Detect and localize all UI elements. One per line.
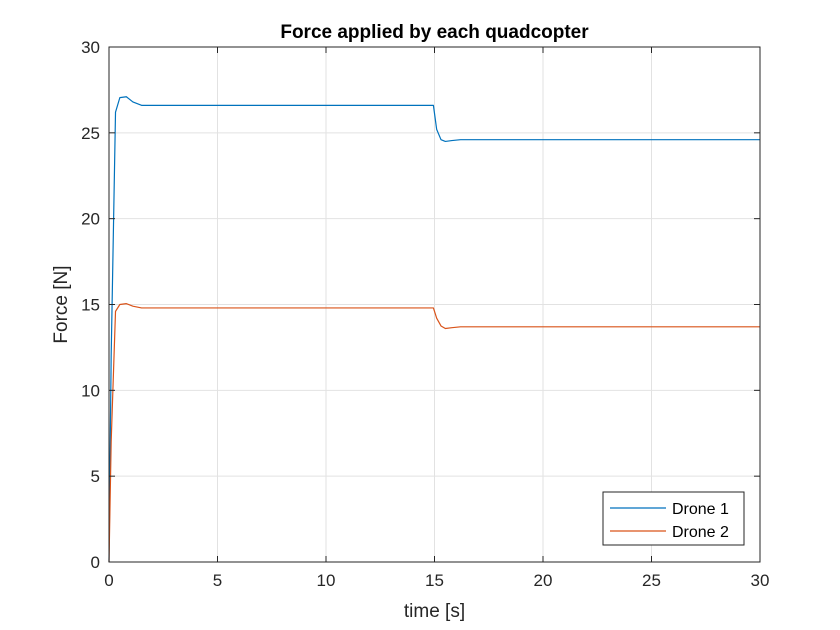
y-tick-label: 15 bbox=[81, 296, 100, 315]
y-tick-label: 0 bbox=[91, 553, 100, 572]
legend-label-drone-1: Drone 1 bbox=[672, 501, 729, 518]
x-tick-label: 15 bbox=[425, 571, 444, 590]
x-tick-label: 10 bbox=[317, 571, 336, 590]
y-tick-label: 5 bbox=[91, 467, 100, 486]
x-tick-label: 30 bbox=[751, 571, 770, 590]
x-tick-labels: 0 5 10 15 20 25 30 bbox=[104, 571, 769, 590]
x-axis-label: time [s] bbox=[404, 601, 465, 622]
series-line-drone-1 bbox=[108, 96, 760, 563]
x-tick-label: 5 bbox=[213, 571, 222, 590]
series-line-drone-2 bbox=[108, 303, 760, 563]
legend-box bbox=[602, 491, 745, 546]
y-tick-label: 10 bbox=[81, 381, 100, 400]
axis-ticks bbox=[108, 46, 761, 563]
y-tick-labels: 0 5 10 15 20 25 30 bbox=[81, 38, 100, 572]
y-axis-label: Force [N] bbox=[51, 265, 72, 343]
x-tick-label: 25 bbox=[642, 571, 661, 590]
grid-lines bbox=[109, 47, 760, 562]
x-tick-label: 0 bbox=[104, 571, 113, 590]
y-tick-label: 25 bbox=[81, 124, 100, 143]
legend: Drone 1 Drone 2 bbox=[602, 491, 745, 546]
legend-label-drone-2: Drone 2 bbox=[672, 524, 729, 541]
series-lines bbox=[108, 96, 760, 563]
chart-title: Force applied by each quadcopter bbox=[280, 22, 589, 43]
y-tick-label: 30 bbox=[81, 38, 100, 57]
x-tick-label: 20 bbox=[534, 571, 553, 590]
y-tick-label: 20 bbox=[81, 210, 100, 229]
